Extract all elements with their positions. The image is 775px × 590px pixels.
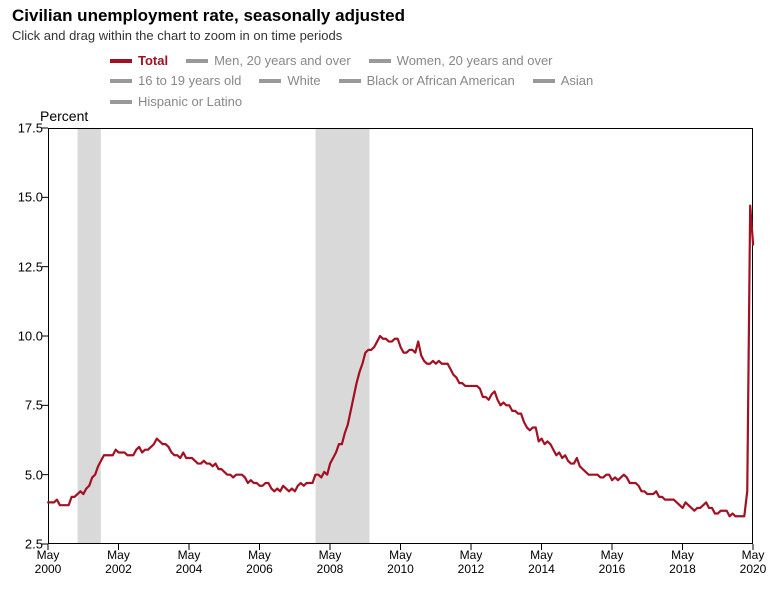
y-tick-label: 10.0 — [18, 329, 43, 344]
legend-label: White — [287, 71, 320, 91]
y-tick-label: 7.5 — [25, 398, 43, 413]
chart-container: { "title": "Civilian unemployment rate, … — [0, 0, 775, 590]
x-tick-label: May2008 — [310, 548, 350, 576]
chart-title: Civilian unemployment rate, seasonally a… — [12, 6, 405, 26]
x-tick-label: May2016 — [592, 548, 632, 576]
legend-label: 16 to 19 years old — [138, 71, 241, 91]
y-tick-label: 15.0 — [18, 190, 43, 205]
x-tick-label: May2000 — [28, 548, 68, 576]
legend-label: Total — [138, 51, 168, 71]
y-tick-label: 17.5 — [18, 121, 43, 136]
legend-item-4[interactable]: White — [259, 71, 320, 91]
legend-label: Asian — [561, 71, 594, 91]
legend-label: Hispanic or Latino — [138, 92, 242, 112]
y-axis-label: Percent — [40, 108, 88, 124]
legend-swatch — [110, 79, 132, 83]
legend-item-6[interactable]: Asian — [533, 71, 594, 91]
legend-label: Black or African American — [367, 71, 515, 91]
legend-swatch — [369, 59, 391, 63]
legend-swatch — [110, 100, 132, 104]
x-tick-label: May2018 — [663, 548, 703, 576]
x-tick-label: May2020 — [733, 548, 773, 576]
x-tick-label: May2006 — [240, 548, 280, 576]
legend-swatch — [339, 79, 361, 83]
legend-item-2[interactable]: Women, 20 years and over — [369, 51, 553, 71]
x-tick-label: May2012 — [451, 548, 491, 576]
legend: Total Men, 20 years and over Women, 20 yea… — [110, 50, 710, 112]
legend-item-0[interactable]: Total — [110, 51, 168, 71]
plot-svg[interactable] — [48, 128, 753, 544]
chart-subtitle: Click and drag within the chart to zoom … — [12, 28, 342, 43]
legend-swatch — [110, 59, 132, 63]
legend-label: Men, 20 years and over — [214, 51, 351, 71]
x-tick-label: May2004 — [169, 548, 209, 576]
x-tick-label: May2014 — [522, 548, 562, 576]
x-tick-label: May2010 — [381, 548, 421, 576]
legend-item-3[interactable]: 16 to 19 years old — [110, 71, 241, 91]
legend-label: Women, 20 years and over — [397, 51, 553, 71]
y-tick-label: 12.5 — [18, 259, 43, 274]
legend-swatch — [259, 79, 281, 83]
plot-area[interactable] — [48, 128, 753, 544]
legend-swatch — [533, 79, 555, 83]
x-tick-label: May2002 — [99, 548, 139, 576]
y-tick-label: 5.0 — [25, 467, 43, 482]
legend-swatch — [186, 59, 208, 63]
legend-item-7[interactable]: Hispanic or Latino — [110, 92, 242, 112]
legend-item-5[interactable]: Black or African American — [339, 71, 515, 91]
legend-item-1[interactable]: Men, 20 years and over — [186, 51, 351, 71]
